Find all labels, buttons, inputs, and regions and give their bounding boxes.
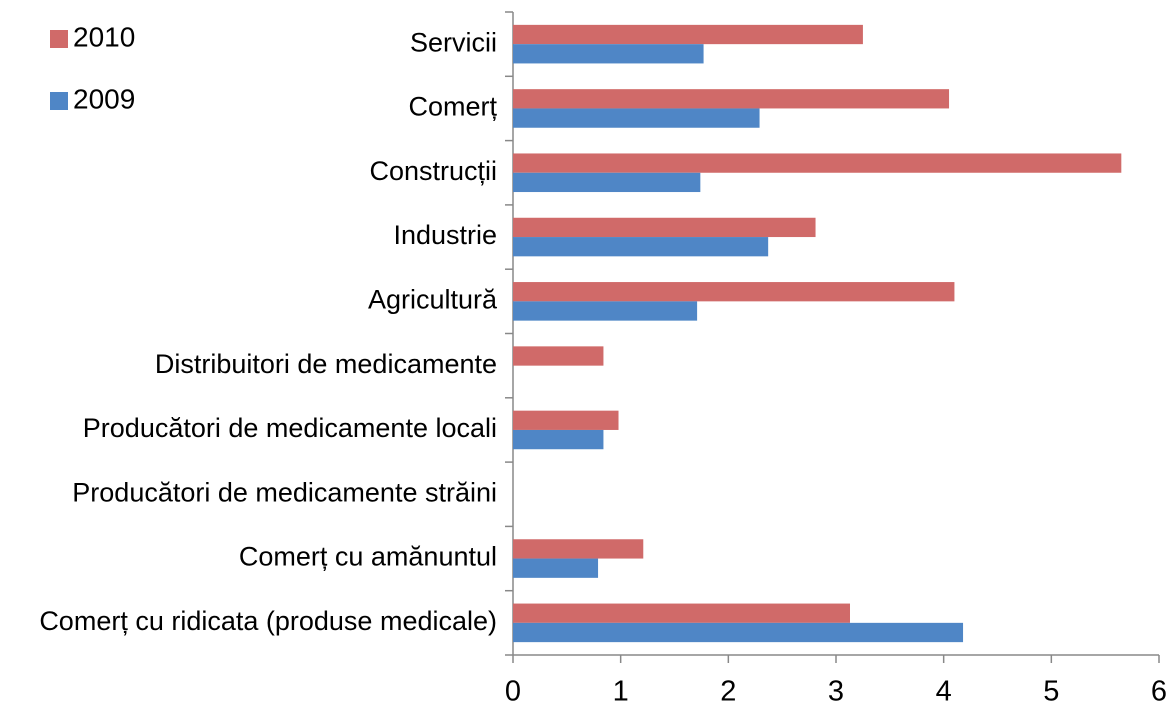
bar xyxy=(513,172,701,193)
bar xyxy=(513,108,760,128)
x-tick-label: 4 xyxy=(936,676,952,708)
y-tick-label: Comerț cu ridicata (produse medicale) xyxy=(39,606,497,636)
legend-swatch xyxy=(50,92,68,110)
bar xyxy=(513,301,698,321)
legend-swatch xyxy=(50,30,68,48)
bar xyxy=(513,346,604,366)
bar xyxy=(513,429,604,450)
bar xyxy=(513,539,644,559)
bar xyxy=(513,217,816,238)
x-tick-label: 6 xyxy=(1151,676,1167,708)
bar xyxy=(513,410,619,430)
y-tick-label: Producători de medicamente străini xyxy=(72,477,497,507)
bar xyxy=(513,153,1122,173)
legend-label: 2009 xyxy=(73,83,135,114)
y-tick-label: Industrie xyxy=(393,220,497,250)
bar xyxy=(513,622,964,643)
bar xyxy=(513,89,950,109)
bar xyxy=(513,603,850,623)
legend-label: 2010 xyxy=(73,21,135,52)
bar xyxy=(513,44,704,64)
y-tick-label: Comerț cu amănuntul xyxy=(239,542,497,572)
y-tick-label: Comerț xyxy=(408,92,497,122)
x-tick-label: 1 xyxy=(613,676,629,708)
y-tick-label: Producători de medicamente locali xyxy=(83,413,497,443)
bar xyxy=(513,282,955,302)
y-tick-label: Construcții xyxy=(369,156,497,186)
x-tick-label: 0 xyxy=(505,676,521,708)
x-tick-label: 3 xyxy=(828,676,844,708)
bar xyxy=(513,558,599,578)
x-tick-label: 2 xyxy=(720,676,736,708)
x-tick-label: 5 xyxy=(1043,676,1059,708)
y-tick-label: Servicii xyxy=(410,27,497,57)
y-tick-label: Distribuitori de medicamente xyxy=(155,349,497,379)
y-tick-label: Agricultură xyxy=(368,284,498,314)
bar xyxy=(513,237,769,257)
bar xyxy=(513,24,863,45)
